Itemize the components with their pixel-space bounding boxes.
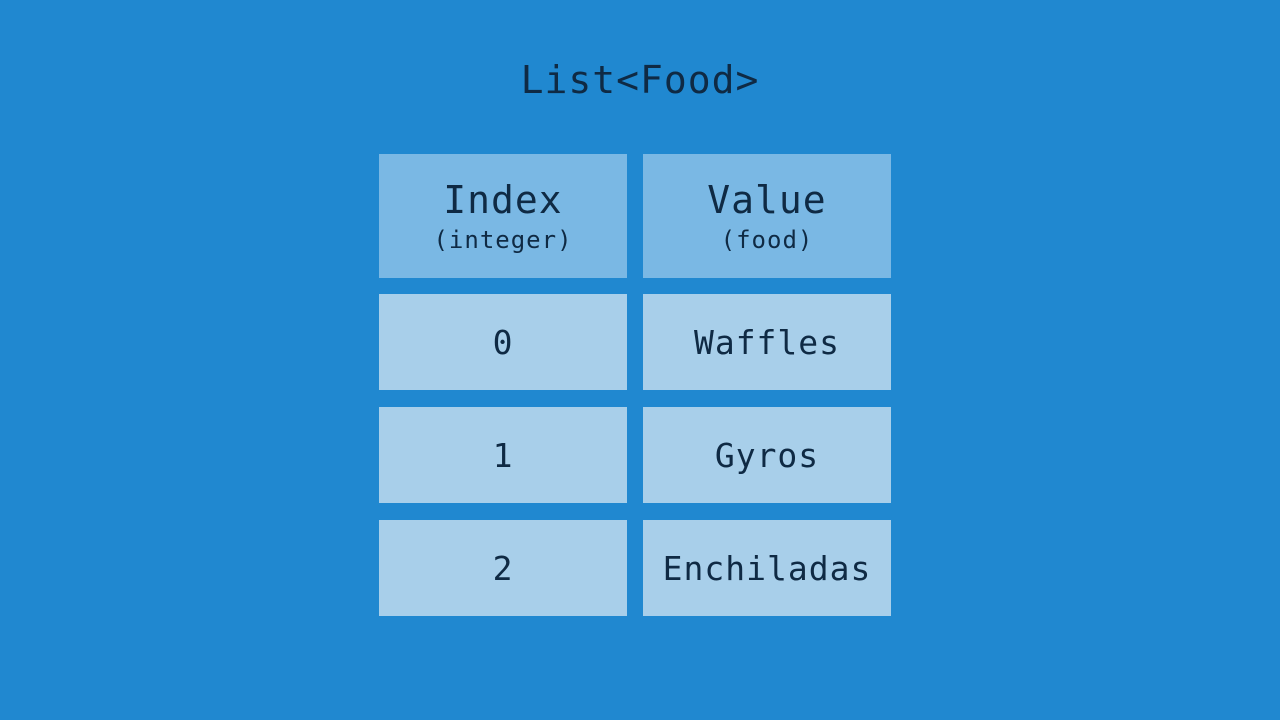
header-index-type: (integer) (433, 226, 573, 254)
header-index-label: Index (443, 178, 563, 222)
row-index-cell: 2 (379, 520, 627, 616)
header-value: Value (food) (643, 154, 891, 278)
row-index-cell: 0 (379, 294, 627, 390)
row-value-cell: Enchiladas (643, 520, 891, 616)
header-value-label: Value (707, 178, 827, 222)
row-index-cell: 1 (379, 407, 627, 503)
row-value-cell: Waffles (643, 294, 891, 390)
row-value-cell: Gyros (643, 407, 891, 503)
diagram-title: List<Food> (520, 58, 760, 102)
header-index: Index (integer) (379, 154, 627, 278)
header-value-type: (food) (720, 226, 814, 254)
